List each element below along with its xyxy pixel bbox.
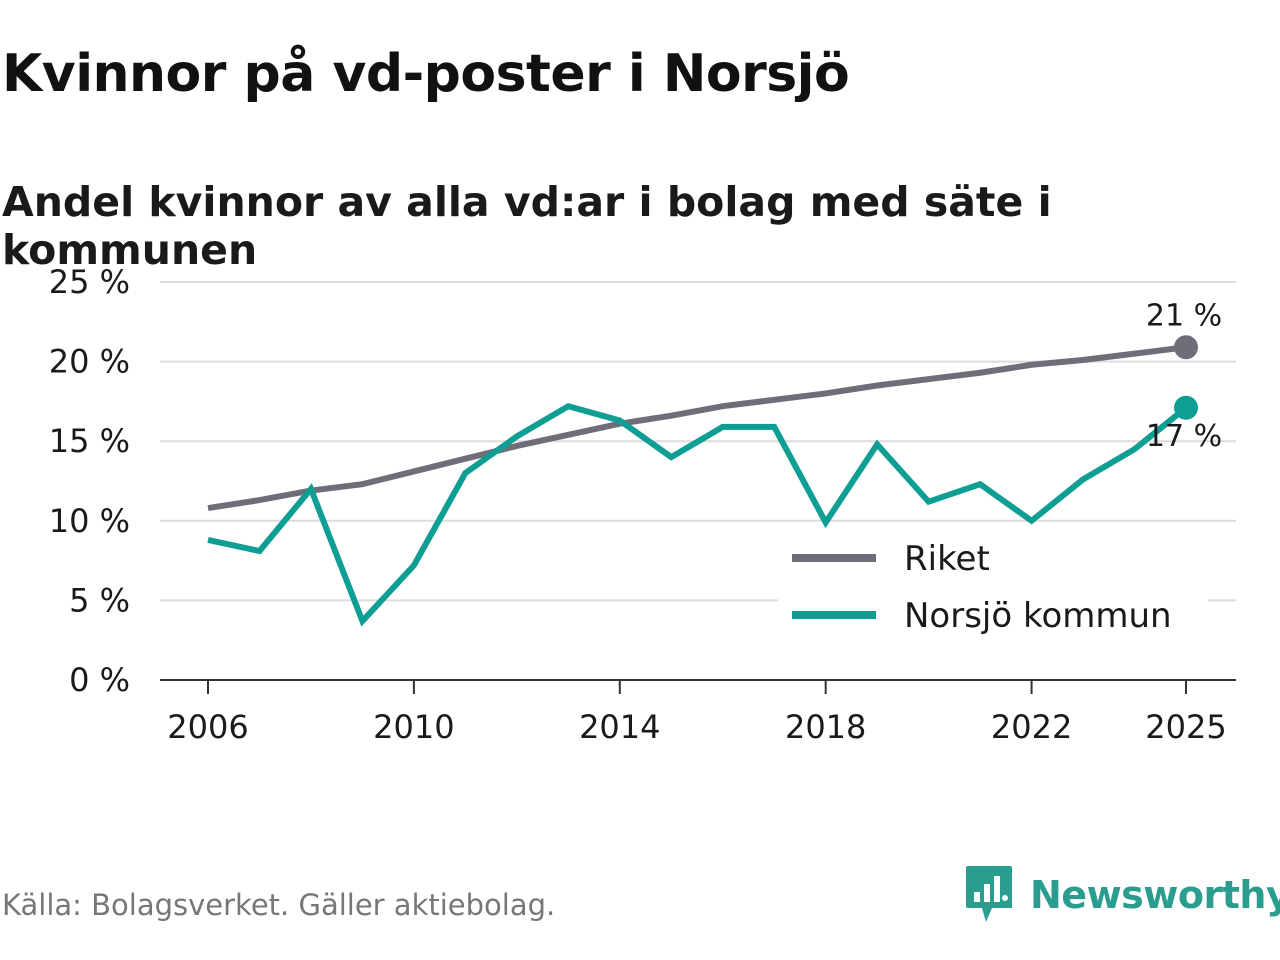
chart-subtitle: Andel kvinnor av alla vd:ar i bolag med …	[2, 178, 1052, 274]
brand-name: Newsworthy	[1030, 873, 1280, 917]
y-tick-label-15: 15 %	[49, 422, 130, 460]
x-axis-ticks: 2006 2010 2014 2018 2022 2025	[167, 680, 1227, 746]
x-tick-label-2022: 2022	[991, 708, 1072, 746]
end-label-norsj-kommun: 17 %	[1146, 419, 1222, 454]
legend-background	[778, 532, 1208, 650]
end-marker-norsj-kommun	[1174, 395, 1198, 420]
x-tick-label-2014: 2014	[579, 708, 660, 746]
brand-logo: Newsworthy	[964, 864, 1280, 926]
y-tick-label-25: 25 %	[49, 263, 130, 301]
series-line-riket	[207, 344, 1187, 512]
legend: Riket Norsjö kommun	[778, 532, 1208, 650]
source-note: Källa: Bolagsverket. Gäller aktiebolag.	[2, 888, 556, 922]
end-marker-riket	[1174, 335, 1198, 360]
y-axis-ticks: 0 % 5 % 10 % 15 % 20 % 25 %	[49, 263, 130, 699]
end-label-riket: 21 %	[1146, 298, 1222, 333]
x-tick-label-2010: 2010	[373, 708, 454, 746]
y-tick-label-0: 0 %	[69, 661, 130, 699]
series-lines: 21 % 17 %	[207, 298, 1222, 627]
legend-label-norsj-kommun: Norsjö kommun	[904, 596, 1172, 636]
series-line-norsj-kommun	[207, 402, 1188, 627]
y-tick-label-20: 20 %	[49, 343, 130, 381]
x-tick-label-2006: 2006	[167, 708, 248, 746]
newsworthy-logo-icon	[966, 866, 1012, 922]
y-tick-label-5: 5 %	[69, 581, 130, 619]
legend-label-riket: Riket	[904, 539, 990, 579]
x-tick-label-2018: 2018	[785, 708, 866, 746]
y-tick-label-10: 10 %	[49, 502, 130, 540]
chart-title: Kvinnor på vd-poster i Norsjö	[2, 44, 850, 104]
x-tick-label-2025: 2025	[1145, 708, 1226, 746]
